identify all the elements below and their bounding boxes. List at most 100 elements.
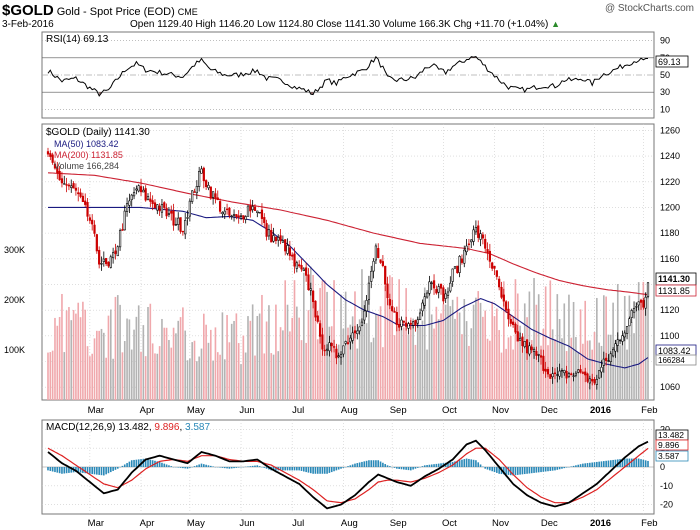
candle xyxy=(314,300,317,318)
volume-bar xyxy=(47,352,49,400)
macd-hist-bar xyxy=(63,467,66,474)
volume-bar xyxy=(468,345,470,400)
ohlc-readout: Open 1129.40 High 1146.20 Low 1124.80 Cl… xyxy=(130,19,560,30)
volume-tick-label: 200K xyxy=(4,295,25,305)
volume-bar xyxy=(65,310,68,400)
volume-bar xyxy=(544,286,547,400)
candle xyxy=(595,379,598,385)
price-tick-label: 1100 xyxy=(660,331,679,341)
macd-hist-bar xyxy=(412,467,414,470)
volume-bar xyxy=(279,327,282,400)
macd-hist-bar xyxy=(335,467,338,471)
macd-hist-bar xyxy=(326,467,328,474)
volume-bar xyxy=(398,279,400,400)
volume-bar xyxy=(151,343,154,400)
candle xyxy=(458,256,461,273)
candle xyxy=(118,230,122,248)
candle xyxy=(630,310,633,318)
volume-bar xyxy=(177,320,180,400)
volume-bar xyxy=(100,328,103,400)
volume-bar xyxy=(489,340,491,400)
candle xyxy=(525,339,529,354)
volume-bar xyxy=(75,313,77,400)
volume-bar xyxy=(368,289,370,400)
macd-hist-bar xyxy=(400,467,403,470)
price-tick-label: 1060 xyxy=(660,382,680,392)
macd-hist-bar xyxy=(416,467,419,468)
macd-hist-bar xyxy=(433,464,435,467)
candle xyxy=(479,233,482,240)
volume-bar xyxy=(205,324,207,400)
macd-hist-bar xyxy=(330,467,333,473)
volume-bar xyxy=(533,277,535,400)
volume-bar xyxy=(86,346,89,400)
macd-hist-bar xyxy=(542,467,545,472)
candle xyxy=(495,270,498,277)
month-label: Oct xyxy=(442,405,457,416)
macd-hist-bar xyxy=(265,467,268,469)
macd-hist-bar xyxy=(158,461,161,467)
candle xyxy=(393,310,396,313)
volume-bar xyxy=(258,313,261,400)
volume-bar xyxy=(309,266,312,400)
volume-bar xyxy=(509,336,512,400)
volume-bar xyxy=(637,282,640,400)
volume-bar xyxy=(140,351,142,400)
macd-hist-bar xyxy=(396,467,398,469)
volume-bar xyxy=(203,313,205,400)
candle xyxy=(58,170,61,181)
macd-hist-bar xyxy=(258,466,261,467)
candle xyxy=(539,355,543,358)
macd-hist-bar xyxy=(472,459,475,467)
macd-hist-bar xyxy=(328,467,331,473)
volume-bar xyxy=(416,316,419,400)
candle xyxy=(484,238,487,249)
month-label: Sep xyxy=(390,518,407,529)
macd-hist-bar xyxy=(386,465,389,467)
volume-bar xyxy=(351,316,354,400)
candle xyxy=(609,353,612,362)
volume-bar xyxy=(158,346,161,400)
volume-bar xyxy=(435,306,438,400)
candle xyxy=(512,321,515,325)
price-tick-label: 1180 xyxy=(660,228,679,238)
volume-bar xyxy=(214,327,217,400)
month-label: Jun xyxy=(239,518,254,529)
volume-bar xyxy=(135,316,138,400)
candle xyxy=(572,375,575,377)
candle xyxy=(293,253,296,267)
volume-bar xyxy=(384,285,387,400)
candle xyxy=(116,246,119,257)
candle xyxy=(481,234,484,239)
macd-hist-bar xyxy=(163,463,166,467)
candle xyxy=(346,342,350,344)
volume-bar xyxy=(440,313,442,400)
macd-tick-label: 0 xyxy=(660,462,665,472)
volume-bar xyxy=(121,352,124,400)
candle xyxy=(225,208,229,211)
candle xyxy=(405,322,408,327)
volume-bar xyxy=(233,320,235,400)
candle xyxy=(365,299,368,312)
candle xyxy=(435,289,438,294)
volume-bar xyxy=(354,291,356,400)
macd-hist-bar xyxy=(223,467,226,469)
candle xyxy=(328,342,331,352)
volume-bar xyxy=(70,320,73,400)
macd-hist-bar xyxy=(93,467,96,475)
volume-bar xyxy=(449,306,452,400)
volume-bar xyxy=(172,327,175,400)
volume-bar xyxy=(514,279,517,400)
candle xyxy=(302,268,305,272)
candle xyxy=(556,374,559,376)
candle xyxy=(107,261,110,267)
candle xyxy=(502,294,505,302)
candle xyxy=(498,278,501,288)
candle xyxy=(407,323,410,329)
volume-bar xyxy=(149,303,152,400)
candle xyxy=(588,378,591,384)
macd-hist-bar xyxy=(635,458,638,467)
volume-bar xyxy=(572,301,575,400)
macd-hist-bar xyxy=(403,467,405,470)
ma200-legend: MA(200) 1131.85 xyxy=(54,150,123,160)
